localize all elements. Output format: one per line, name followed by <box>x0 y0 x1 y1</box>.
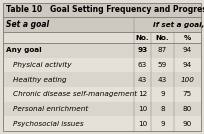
Text: 43: 43 <box>138 77 147 83</box>
Text: Physical activity: Physical activity <box>13 62 71 68</box>
Text: Any goal: Any goal <box>6 47 42 53</box>
Text: 75: 75 <box>183 91 192 97</box>
Text: 59: 59 <box>158 62 167 68</box>
Bar <box>3 3 201 17</box>
Text: No.: No. <box>136 34 149 40</box>
Bar <box>3 87 201 102</box>
Text: Set a goal: Set a goal <box>6 20 49 29</box>
Bar <box>3 32 201 43</box>
Bar <box>3 17 201 32</box>
Text: 94: 94 <box>183 47 192 53</box>
Text: 8: 8 <box>160 106 165 112</box>
Text: 9: 9 <box>160 91 165 97</box>
Text: Personal enrichment: Personal enrichment <box>13 106 88 112</box>
Text: 80: 80 <box>183 106 192 112</box>
Text: Psychosocial issues: Psychosocial issues <box>13 121 84 127</box>
Text: 100: 100 <box>181 77 194 83</box>
Text: Table 10   Goal Setting Frequency and Progress (n = 93)ᵇ: Table 10 Goal Setting Frequency and Prog… <box>6 5 204 14</box>
Bar <box>3 102 201 116</box>
Text: 90: 90 <box>183 121 192 127</box>
Text: 63: 63 <box>138 62 147 68</box>
Text: 10: 10 <box>138 121 147 127</box>
Text: 93: 93 <box>137 47 147 53</box>
Text: 94: 94 <box>183 62 192 68</box>
Text: 12: 12 <box>138 91 147 97</box>
Text: Chronic disease self-management: Chronic disease self-management <box>13 91 137 97</box>
Text: %: % <box>184 34 191 40</box>
Text: 9: 9 <box>160 121 165 127</box>
Bar <box>3 58 201 72</box>
Text: 10: 10 <box>138 106 147 112</box>
Bar <box>3 43 201 58</box>
Text: 87: 87 <box>158 47 167 53</box>
Text: Healthy eating: Healthy eating <box>13 77 67 83</box>
Text: 43: 43 <box>158 77 167 83</box>
Text: No.: No. <box>156 34 169 40</box>
Bar <box>3 116 201 131</box>
Bar <box>3 72 201 87</box>
Text: If set a goal, made acti: If set a goal, made acti <box>153 21 204 28</box>
